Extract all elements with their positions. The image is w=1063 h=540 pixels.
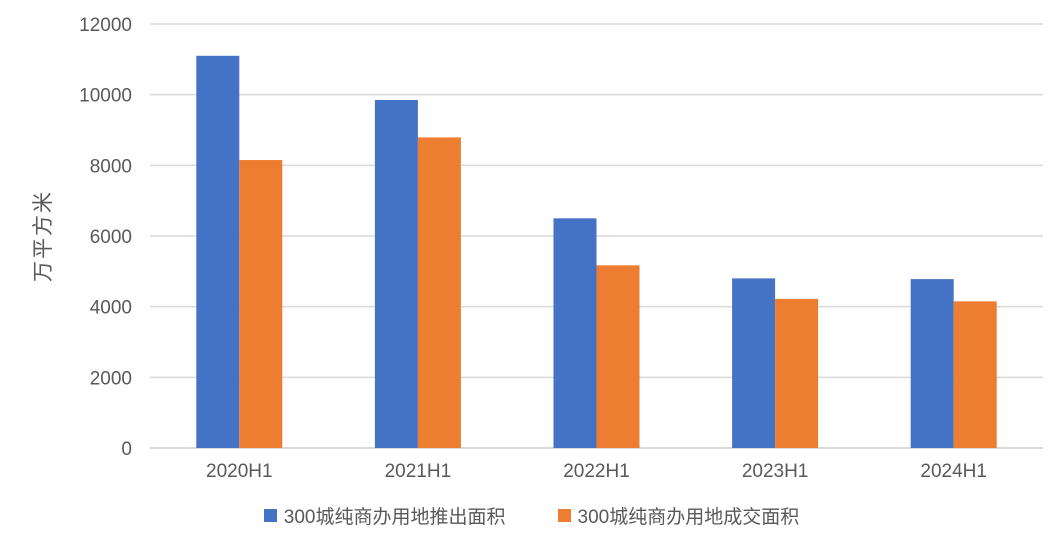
legend-item: 300城纯商办用地成交面积 (557, 502, 800, 529)
bar-series2-2023H1 (775, 298, 819, 448)
bar-series2-2022H1 (596, 265, 640, 448)
legend-label: 300城纯商办用地成交面积 (577, 507, 800, 528)
legend: 300城纯商办用地推出面积 300城纯商办用地成交面积 (0, 502, 1063, 529)
y-tick-label: 4000 (90, 298, 132, 319)
legend-item: 300城纯商办用地推出面积 (263, 502, 506, 529)
y-tick-label: 6000 (90, 227, 132, 248)
y-axis-title: 万平方米 (32, 190, 55, 282)
x-tick-label: 2024H1 (920, 461, 987, 482)
bar-series1-2020H1 (196, 55, 240, 449)
bar-series2-2024H1 (953, 301, 997, 448)
bar-series1-2023H1 (732, 278, 776, 448)
bar-series1-2021H1 (374, 99, 418, 448)
y-tick-label: 10000 (79, 86, 132, 107)
legend-label: 300城纯商办用地推出面积 (283, 507, 506, 528)
y-tick-label: 2000 (90, 368, 132, 389)
y-tick-label: 12000 (79, 15, 132, 36)
x-tick-label: 2020H1 (206, 461, 273, 482)
x-tick-label: 2023H1 (742, 461, 809, 482)
x-tick-label: 2021H1 (385, 461, 452, 482)
y-tick-label: 0 (121, 439, 132, 460)
x-tick-label: 2022H1 (563, 461, 630, 482)
legend-swatch-icon (557, 509, 571, 522)
bar-series2-2021H1 (417, 137, 461, 449)
legend-swatch-icon (263, 509, 277, 522)
bar-series1-2024H1 (910, 279, 954, 448)
bar-series1-2022H1 (553, 218, 597, 448)
y-tick-label: 8000 (90, 156, 132, 177)
bar-series2-2020H1 (239, 160, 283, 449)
